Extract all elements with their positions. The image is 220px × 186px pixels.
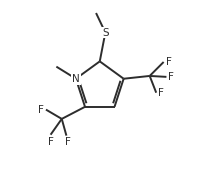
Text: F: F (48, 137, 53, 147)
Text: S: S (102, 28, 109, 38)
Text: F: F (38, 105, 44, 115)
Text: F: F (65, 137, 71, 147)
Text: F: F (165, 57, 171, 67)
Text: F: F (158, 88, 164, 98)
Text: F: F (168, 72, 174, 82)
Text: N: N (72, 74, 80, 84)
